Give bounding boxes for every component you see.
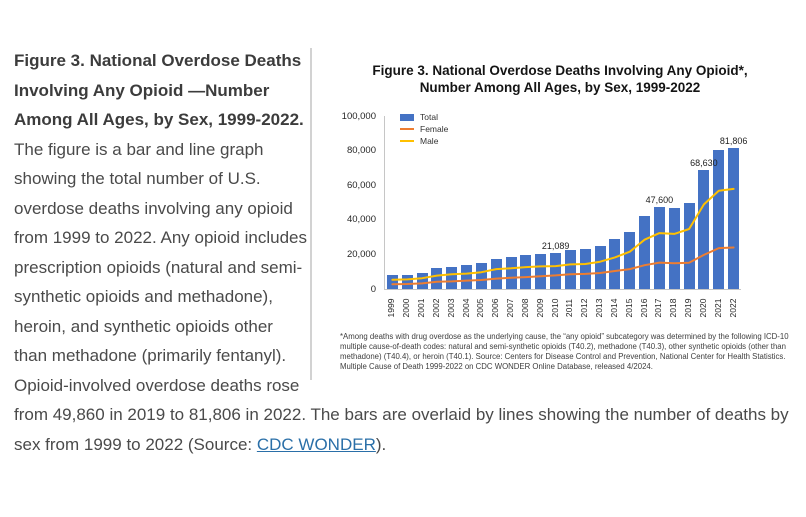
x-axis-label-2003: 2003 (445, 298, 456, 318)
cdc-wonder-link[interactable]: CDC WONDER (256, 434, 376, 454)
bar-2018 (668, 208, 680, 289)
y-axis-tick: 80,000 (346, 145, 376, 157)
chart-legend: Total Female Male (400, 112, 448, 148)
x-axis-label-2010: 2010 (549, 298, 560, 318)
x-axis-label-2012: 2012 (579, 298, 590, 318)
legend-item-female: Female (400, 124, 448, 134)
bar-2019 (683, 202, 695, 289)
line-overlay (391, 187, 735, 286)
bar-2013 (594, 245, 606, 289)
data-label-2017: 47,600 (645, 194, 674, 205)
bar-2001 (416, 272, 428, 289)
bar-2006 (490, 258, 502, 289)
bar-2000 (401, 274, 413, 289)
legend-item-total: Total (400, 112, 448, 122)
x-axis-label-2020: 2020 (697, 298, 708, 318)
bar-2010 (550, 252, 562, 289)
x-axis-label-2009: 2009 (534, 298, 545, 318)
plot-area: 21,089 47,600 68,630 81,806 (384, 116, 747, 290)
x-axis-label-2002: 2002 (430, 298, 441, 318)
y-axis-tick: 0 (370, 283, 376, 295)
y-axis-tick: 60,000 (346, 179, 376, 191)
bar-2015 (624, 231, 636, 289)
legend-item-male: Male (400, 136, 448, 146)
data-label-2022: 81,806 (719, 135, 748, 146)
bar-2009 (535, 253, 547, 289)
x-axis-label-1999: 1999 (386, 298, 397, 318)
bar-2021 (713, 149, 725, 289)
male-line (391, 187, 735, 281)
description-body: The figure is a bar and line graph showi… (14, 139, 789, 454)
chart-area: 21,089 47,600 68,630 81,806 Total Female Male… (330, 104, 790, 326)
bar-2005 (475, 263, 487, 289)
legend-line-swatch (400, 127, 414, 131)
bar-2022 (728, 147, 740, 289)
y-axis-tick: 20,000 (346, 248, 376, 260)
bar-2012 (579, 248, 591, 289)
x-axis-label-2008: 2008 (519, 298, 530, 318)
bar-2016 (639, 215, 651, 289)
chart-title: Figure 3. National Overdose Deaths Invol… (330, 62, 790, 96)
chart-title-line-1: Figure 3. National Overdose Deaths Invol… (372, 63, 748, 78)
legend-label: Total (420, 112, 438, 122)
bar-2004 (461, 265, 473, 289)
x-axis-label-2022: 2022 (727, 298, 738, 318)
x-axis-label-2019: 2019 (683, 298, 694, 318)
figure-description: Figure 3. National Overdose Deaths Invol… (14, 46, 800, 459)
legend-line-swatch (400, 139, 414, 143)
bar-2020 (698, 170, 710, 289)
bar-2008 (520, 255, 532, 289)
data-label-2020: 68,630 (690, 158, 718, 169)
y-axis-tick: 40,000 (346, 214, 376, 226)
x-axis-label-2017: 2017 (653, 298, 664, 318)
x-axis-label-2018: 2018 (668, 298, 679, 318)
x-axis-label-2000: 2000 (401, 298, 412, 318)
legend-label: Male (420, 136, 439, 146)
legend-label: Female (420, 124, 449, 134)
x-axis-label-2006: 2006 (490, 298, 501, 318)
bar-2011 (564, 249, 576, 289)
bar-2014 (609, 239, 621, 289)
x-axis-label-2005: 2005 (475, 298, 486, 318)
x-axis-label-2007: 2007 (505, 298, 516, 318)
description-closing: ). (375, 434, 387, 454)
x-axis-label-2001: 2001 (416, 298, 427, 318)
x-axis-label-2016: 2016 (638, 298, 649, 318)
figure-panel: Figure 3. National Overdose Deaths Invol… (310, 48, 800, 380)
bar-1999 (386, 275, 398, 289)
female-line (391, 246, 735, 286)
chart-title-line-2: Number Among All Ages, by Sex, 1999-2022 (419, 80, 701, 95)
bar-2002 (431, 268, 443, 289)
description-bold-title: Figure 3. National Overdose Deaths Invol… (14, 51, 304, 129)
x-axis-label-2004: 2004 (460, 298, 471, 318)
x-axis-label-2015: 2015 (623, 298, 634, 318)
page: Figure 3. National Overdose Deaths Invol… (14, 46, 800, 459)
bar-2003 (446, 266, 458, 289)
bar-2017 (653, 206, 665, 289)
x-axis-label-2011: 2011 (564, 298, 575, 318)
x-axis-label-2013: 2013 (594, 298, 605, 318)
chart-footnote: *Among deaths with drug overdose as the … (340, 332, 789, 371)
data-label-2010: 21,089 (541, 240, 570, 251)
bar-2007 (505, 257, 517, 289)
x-axis-label-2021: 2021 (712, 298, 723, 318)
x-axis-label-2014: 2014 (608, 298, 619, 318)
legend-bar-swatch (400, 113, 414, 121)
y-axis-tick: 100,000 (341, 110, 376, 122)
